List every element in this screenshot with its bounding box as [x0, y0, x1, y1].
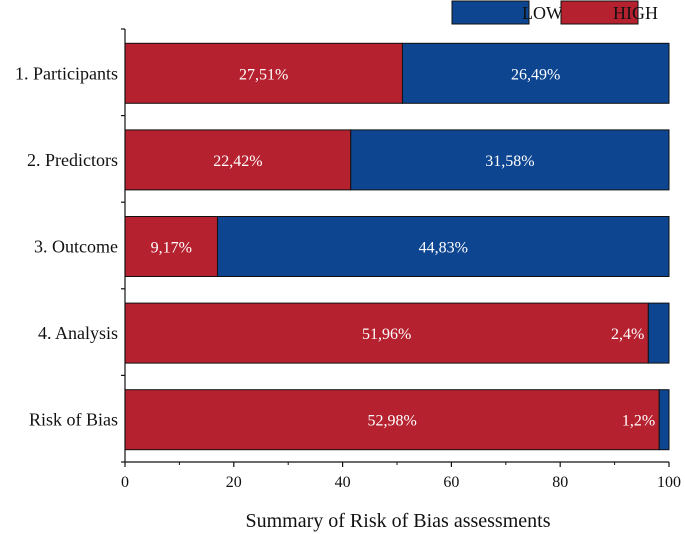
bar-low-1 — [350, 129, 670, 191]
data-label-high-4: 52,98% — [367, 413, 416, 430]
category-label-4: Risk of Bias — [29, 410, 118, 430]
bar-low-0 — [401, 42, 670, 104]
data-label-low-0: 26,49% — [511, 66, 560, 83]
category-label-1: 2. Predictors — [27, 150, 118, 170]
data-label-high-1: 22,42% — [213, 153, 262, 170]
data-label-high-0: 27,51% — [239, 66, 288, 83]
data-label-low-4: 1,2% — [622, 413, 655, 430]
legend-swatch-high — [560, 0, 639, 25]
bar-high-0 — [124, 42, 403, 104]
bar-low-4 — [658, 389, 670, 451]
data-label-high-2: 9,17% — [151, 240, 192, 257]
bar-high-1 — [124, 129, 352, 191]
bar-high-2 — [124, 216, 218, 277]
data-label-low-3: 2,4% — [611, 326, 644, 343]
x-tick-label-1: 20 — [226, 474, 242, 491]
legend-swatch-low — [451, 0, 530, 25]
bar-low-2 — [216, 216, 670, 277]
x-tick-label-0: 0 — [121, 474, 129, 491]
x-tick-label-4: 80 — [552, 474, 568, 491]
axes-group: 1. Participants 2. Predictors 3. Outcome 4.… — [15, 28, 681, 491]
x-tick-label-2: 40 — [335, 474, 351, 491]
bar-low-3 — [647, 302, 670, 364]
x-axis-title: Summary of Risk of Bias assessments — [246, 510, 551, 532]
category-label-2: 3. Outcome — [34, 237, 118, 257]
data-label-low-1: 31,58% — [485, 153, 534, 170]
x-tick-label-3: 60 — [443, 474, 459, 491]
category-label-0: 1. Participants — [15, 63, 118, 83]
data-label-low-2: 44,83% — [419, 240, 468, 257]
legend: LOW HIGH — [451, 0, 658, 25]
category-label-3: 4. Analysis — [38, 323, 118, 343]
data-label-high-3: 51,96% — [362, 326, 411, 343]
legend-label-low: LOW — [522, 3, 563, 23]
x-tick-label-5: 100 — [657, 474, 681, 491]
legend-label-high: HIGH — [613, 3, 658, 23]
bar-high-3 — [124, 302, 649, 364]
bars-group: 27,51% 26,49% 22,42% 31,58% 9,17% 44,83% 51,96… — [124, 42, 670, 451]
